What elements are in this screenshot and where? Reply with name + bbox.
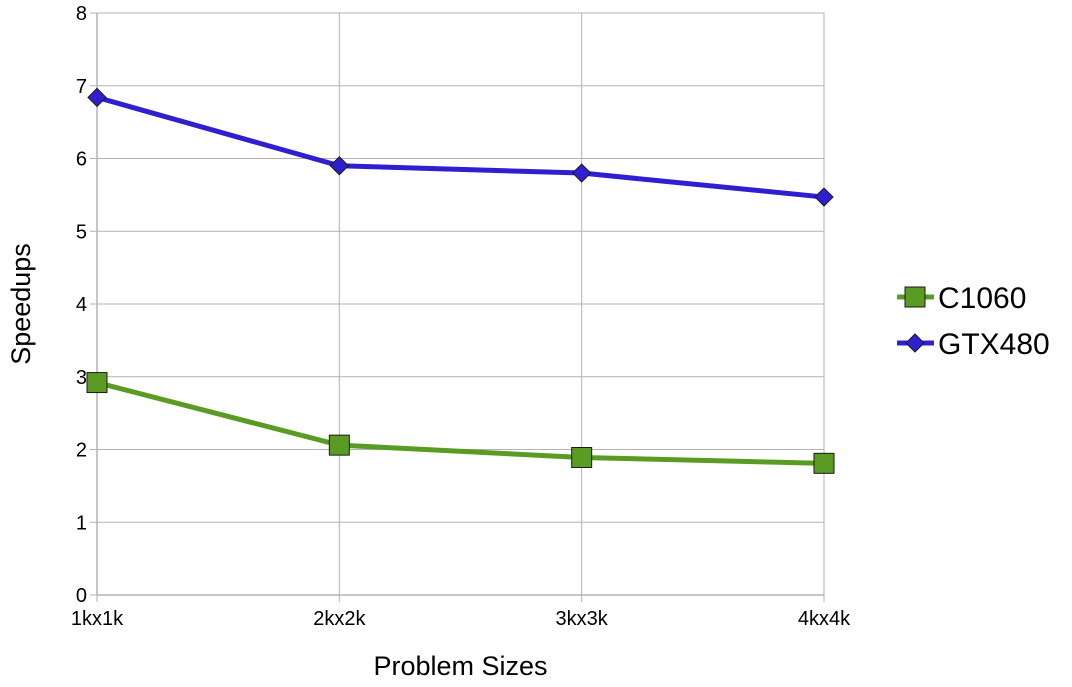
series-group: [86, 87, 835, 474]
x-axis-title: Problem Sizes: [373, 651, 547, 681]
gtx480-data-point: [87, 87, 107, 108]
legend-item-gtx480: GTX480: [897, 328, 1050, 361]
c1060-data-point: [813, 452, 835, 474]
x-tick-label: 3kx3k: [556, 608, 609, 630]
y-tick-labels: 0 1 2 3 4 5 6 7 8: [76, 3, 87, 607]
series-gtx480: [87, 87, 834, 207]
y-tick-label: 7: [76, 76, 87, 98]
gtx480-line: [96, 94, 825, 200]
y-tick-label: 4: [76, 294, 87, 316]
c1060-data-point: [86, 372, 108, 394]
y-tick-label: 2: [76, 440, 87, 462]
x-tick-label: 1kx1k: [71, 608, 124, 630]
y-tick-label: 1: [76, 512, 87, 534]
y-tick-label: 8: [76, 3, 87, 25]
y-tick-label: 3: [76, 367, 87, 389]
x-tick-label: 2kx2k: [313, 608, 366, 630]
legend-marker-gtx480: [905, 333, 925, 353]
legend-label-gtx480: GTX480: [938, 328, 1050, 361]
gtx480-data-point: [329, 156, 350, 176]
legend: C1060 GTX480: [897, 282, 1050, 361]
x-tick-label: 4kx4k: [798, 608, 851, 630]
c1060-data-point: [328, 434, 350, 456]
legend-item-c1060: C1060: [897, 282, 1026, 315]
y-axis-title: Speedups: [6, 243, 36, 365]
c1060-line: [96, 380, 825, 466]
y-tick-label: 0: [76, 585, 87, 607]
gtx480-data-point: [571, 163, 592, 183]
c1060-data-point: [571, 447, 593, 469]
gtx480-data-point: [814, 187, 834, 207]
legend-label-c1060: C1060: [938, 282, 1026, 315]
legend-marker-c1060: [904, 286, 926, 308]
y-tick-label: 5: [76, 221, 87, 243]
series-c1060: [86, 372, 835, 474]
grid-lines: [96, 12, 825, 602]
y-tick-label: 6: [76, 149, 87, 171]
x-tick-labels: 1kx1k 2kx2k 3kx3k 4kx4k: [71, 608, 851, 630]
